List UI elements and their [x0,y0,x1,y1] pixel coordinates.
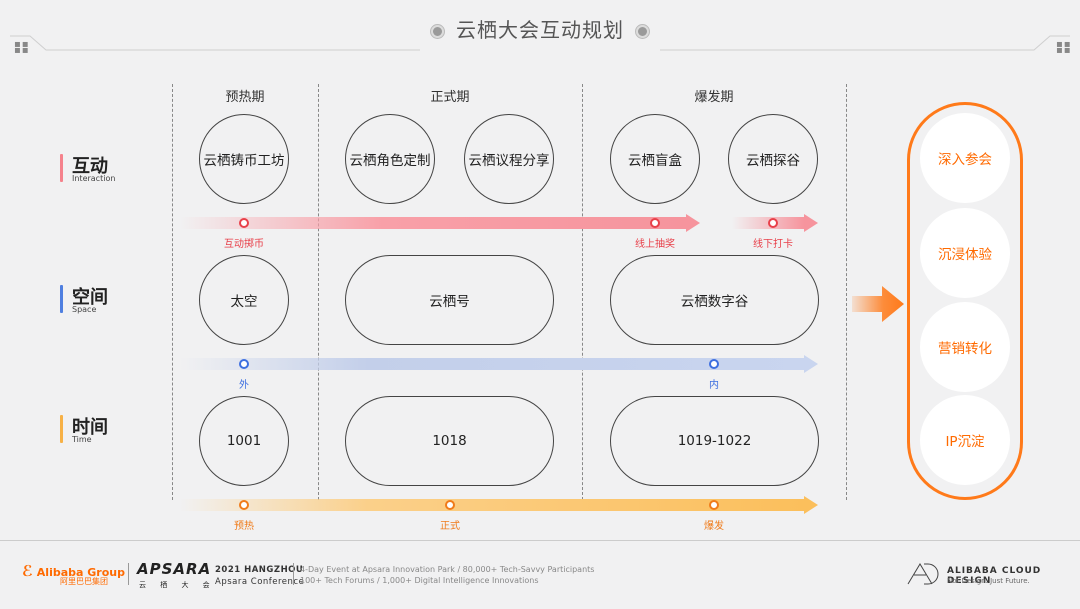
time-marker-label: 预热 [234,521,254,532]
space-marker [239,359,249,369]
alibaba-logo-text: Alibaba Group [36,566,125,579]
row-title-en: Space [72,305,97,314]
benefit-item: 沉浸体验 [920,208,1010,298]
phase-label-formal: 正式期 [430,90,470,105]
space-track [180,358,804,370]
node-space: 云栖号 [345,255,554,345]
result-arrow [852,286,904,322]
alibaba-logo-cn: 阿里巴巴集团 [60,577,108,586]
benefit-item: IP沉淀 [920,395,1010,485]
node-time: 1001 [199,396,289,486]
row-accent-bar [60,285,63,313]
space-marker [709,359,719,369]
interaction-marker-label: 线下打卡 [753,239,793,250]
interaction-track [180,217,686,229]
node-interaction: 云栖探谷 [728,114,818,204]
phase-divider [846,84,847,500]
alibaba-logo: ℰ Alibaba Group [22,562,125,580]
interaction-marker [650,218,660,228]
alibaba-cloud-design-slogan: Not Design. Just Future. [947,577,1030,585]
phase-divider [172,84,173,500]
phase-label-warmup: 预热期 [225,90,265,105]
node-space: 太空 [199,255,289,345]
alibaba-cloud-design-name: ALIBABA CLOUD DESIGN [947,566,1042,586]
row-title-cn: 时间 [72,417,108,438]
time-marker [239,500,249,510]
footer-divider [293,563,294,585]
node-time: 1019-1022 [610,396,819,486]
footer-description: 100+ Tech Forums / 1,000+ Digital Intell… [300,576,539,585]
node-space: 云栖数字谷 [610,255,819,345]
corner-dots-right: ▪▪ ▪▪ [1056,39,1072,56]
footer-description: 4-Day Event at Apsara Innovation Park / … [300,565,595,574]
time-track [180,499,804,511]
node-interaction: 云栖盲盒 [610,114,700,204]
interaction-arrowhead [804,214,818,232]
row-accent-bar [60,154,63,182]
interaction-marker-label: 线上抽奖 [635,239,675,250]
title-dot-right [636,25,649,38]
benefit-item: 营销转化 [920,302,1010,392]
benefit-item: 深入参会 [920,113,1010,203]
row-accent-bar [60,415,63,443]
phase-label-burst: 爆发期 [694,90,734,105]
phase-divider [318,84,319,500]
row-title-en: Time [72,435,92,444]
header-frame-lines [10,35,1070,51]
node-interaction: 云栖议程分享 [464,114,554,204]
footer-divider [128,563,129,585]
title-text: 云栖大会互动规划 [456,18,624,42]
space-arrowhead [804,355,818,373]
corner-dots-left: ▪▪ ▪▪ [14,39,30,56]
node-time: 1018 [345,396,554,486]
time-arrowhead [804,496,818,514]
space-marker-label: 内 [709,380,719,391]
space-marker-label: 外 [239,380,249,391]
row-title-cn: 互动 [72,156,108,177]
footer: ℰ Alibaba Group 阿里巴巴集团 APSARA 云 栖 大 会 20… [0,540,1080,609]
phase-divider [582,84,583,500]
title-dot-left [431,25,444,38]
apsara-logo: APSARA [137,560,212,578]
alibaba-cloud-design-logo [907,563,939,585]
row-title-cn: 空间 [72,287,108,308]
interaction-marker-label: 互动掷币 [224,239,264,250]
interaction-marker [768,218,778,228]
apsara-logo-cn: 云 栖 大 会 [139,581,216,589]
alibaba-logo-icon: ℰ [22,562,33,580]
interaction-marker [239,218,249,228]
node-interaction: 云栖铸币工坊 [199,114,289,204]
time-marker [445,500,455,510]
footer-year: 2021 HANGZHOU [215,565,304,575]
node-interaction: 云栖角色定制 [345,114,435,204]
interaction-arrowhead [686,214,700,232]
time-marker [709,500,719,510]
time-marker-label: 爆发 [704,521,724,532]
footer-conference: Apsara Conference [215,577,305,587]
time-marker-label: 正式 [440,521,460,532]
page-title: 云栖大会互动规划 [0,14,1080,43]
row-title-en: Interaction [72,174,116,183]
benefits-capsule [907,102,1023,500]
